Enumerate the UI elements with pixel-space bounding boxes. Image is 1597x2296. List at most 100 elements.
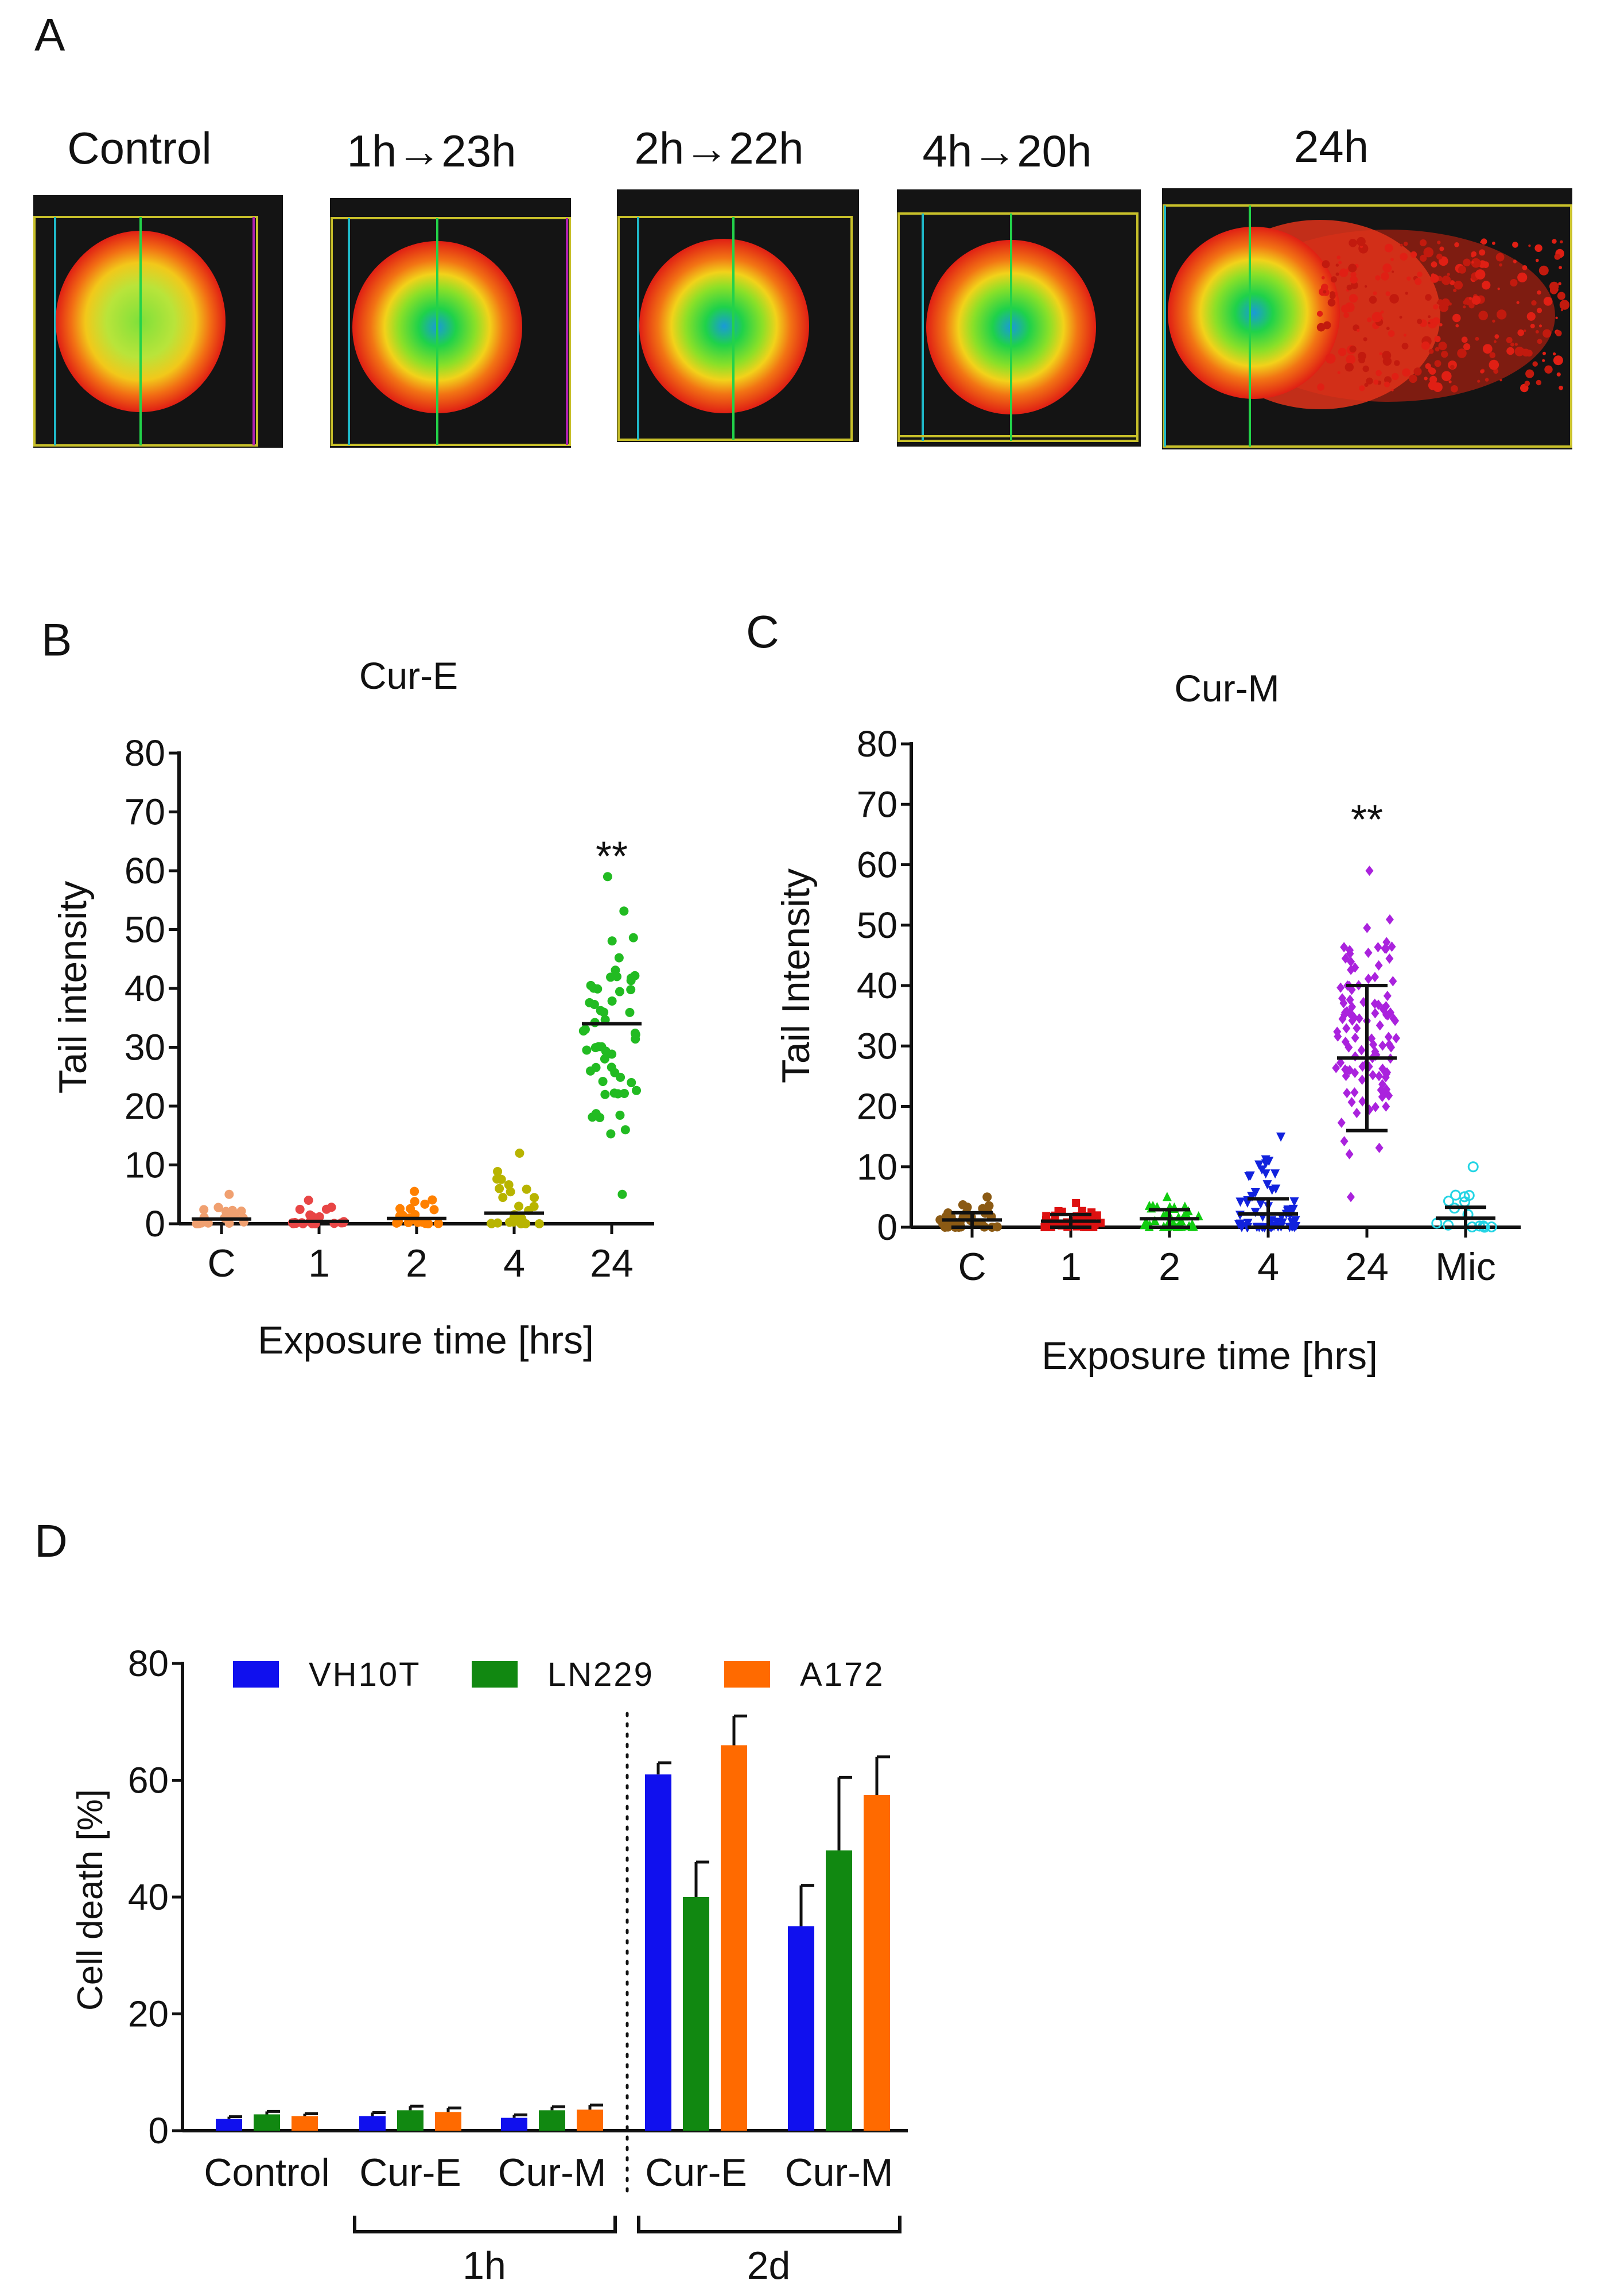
scatter-point xyxy=(1242,1198,1252,1208)
scatter-point xyxy=(578,1026,588,1036)
comet-tail-speckle-dot xyxy=(1415,278,1422,285)
comet-image-4h xyxy=(897,189,1141,447)
scatter-point xyxy=(1337,1117,1346,1128)
comet-tail-speckle-dot xyxy=(1471,261,1474,264)
comet-label-1h: 1h→23h xyxy=(347,126,516,176)
comet-tail-speckle-dot xyxy=(1424,249,1428,253)
comet-tail-speckle-dot xyxy=(1526,312,1536,321)
scatter-point xyxy=(1353,1107,1361,1118)
scatter-point xyxy=(1341,1064,1350,1075)
comet-tail-speckle-dot xyxy=(1428,315,1431,319)
scatter-point xyxy=(517,1214,527,1224)
comet-tail-speckle-dot xyxy=(1357,328,1360,332)
comet-tail-speckle-dot xyxy=(1538,265,1549,276)
scatter-point xyxy=(982,1192,992,1202)
comet-tail-speckle-dot xyxy=(1349,346,1357,353)
comet-tail-speckle-dot xyxy=(1362,365,1369,373)
comet-label-24h: 24h xyxy=(1294,121,1369,172)
comet-tail-speckle-dot xyxy=(1382,263,1392,273)
y-axis-title: Tail intensity xyxy=(51,881,95,1093)
scatter-point xyxy=(410,1186,419,1196)
comet-tail-speckle-dot xyxy=(1400,243,1403,247)
scatter-point xyxy=(607,996,617,1006)
scatter-point xyxy=(1364,974,1373,984)
comet-tail-speckle-dot xyxy=(1435,347,1440,352)
scatter-point xyxy=(1345,1007,1354,1018)
comet-tail-speckle-dot xyxy=(1441,298,1450,308)
comet-tail-speckle-dot xyxy=(1341,304,1350,313)
scatter-point xyxy=(1358,1075,1366,1085)
comet-tail-speckle-dot xyxy=(1385,291,1390,296)
scatter-point xyxy=(1267,1185,1277,1195)
y-tick-label: 80 xyxy=(857,723,897,765)
comet-tail-speckle-dot xyxy=(1431,273,1435,278)
scatter-point xyxy=(493,1166,503,1176)
scatter-point xyxy=(295,1204,305,1214)
scatter-point xyxy=(1345,1042,1353,1053)
scatter-point xyxy=(1289,1197,1299,1207)
y-tick-label: 20 xyxy=(128,1994,169,2035)
scatter-point xyxy=(1375,1142,1384,1153)
y-tick-label: 20 xyxy=(125,1085,165,1127)
comet-tail-speckle-dot xyxy=(1433,382,1443,392)
scatter-point xyxy=(1188,1221,1198,1231)
x-tick-label: Control xyxy=(204,2151,329,2194)
comet-tail-speckle-dot xyxy=(1391,389,1394,391)
significance-marker: ** xyxy=(596,833,628,879)
x-tick-label: 2 xyxy=(1159,1245,1180,1289)
scatter-point xyxy=(1378,1040,1387,1051)
comet-tail-speckle-dot xyxy=(1531,300,1537,306)
comet-tail-speckle-dot xyxy=(1319,288,1327,296)
scatter-point xyxy=(586,980,596,990)
scatter-point xyxy=(1072,1199,1081,1207)
comet-tail-speckle-dot xyxy=(1536,379,1542,386)
comet-tail-speckle-dot xyxy=(1384,243,1393,253)
scatter-point xyxy=(534,1219,544,1228)
panel-letter-d: D xyxy=(34,1515,68,1566)
chart-d-cell-death: 0 20 40 60 80 Cell death [%] Control Cur-E Cur-M… xyxy=(71,1643,908,2287)
scatter-point xyxy=(1371,972,1380,983)
comet-tail-speckle-dot xyxy=(1392,373,1399,381)
y-tick-label: 10 xyxy=(857,1146,897,1188)
legend-swatch xyxy=(724,1661,770,1688)
scatter-point xyxy=(585,998,594,1007)
scatter-point xyxy=(1338,993,1347,1004)
comet-tail-speckle-dot xyxy=(1316,323,1326,332)
scatter-point xyxy=(594,1042,604,1052)
scatter-point xyxy=(504,1180,514,1190)
comet-tail-speckle-dot xyxy=(1339,268,1349,277)
comet-tail-speckle-dot xyxy=(1410,251,1417,258)
scatter-point xyxy=(601,1046,611,1056)
comet-tail-speckle-dot xyxy=(1373,291,1377,296)
comet-tail-speckle-dot xyxy=(1555,330,1562,336)
scatter-point xyxy=(194,1219,204,1228)
legend-swatch xyxy=(472,1661,518,1688)
comet-tail-speckle-dot xyxy=(1499,379,1502,382)
scatter-point xyxy=(1276,1133,1286,1142)
scatter-point xyxy=(506,1187,515,1197)
comet-label-2h: 2h→22h xyxy=(635,123,804,173)
comet-tail-speckle-dot xyxy=(1471,258,1481,268)
scatter-point xyxy=(1350,1087,1359,1098)
bar xyxy=(826,1850,852,2131)
comet-tail-speckle-dot xyxy=(1463,258,1471,267)
comet-tail-speckle-dot xyxy=(1409,374,1417,383)
scatter-point xyxy=(1384,1031,1393,1042)
x-tick-label: 24 xyxy=(1345,1245,1389,1289)
comet-tail-speckle-dot xyxy=(1316,311,1323,317)
scatter-point xyxy=(935,1215,945,1225)
scatter-point xyxy=(1347,964,1355,975)
comet-tail-speckle-dot xyxy=(1323,290,1327,294)
comet-tail-speckle-dot xyxy=(1554,253,1561,260)
scatter-point xyxy=(1235,1197,1245,1207)
comet-tail-speckle-dot xyxy=(1468,302,1475,309)
comet-tail-speckle-dot xyxy=(1373,379,1379,385)
scatter-point xyxy=(1382,943,1390,954)
comet-tail-speckle-dot xyxy=(1438,342,1447,351)
comet-tail-speckle-dot xyxy=(1336,255,1341,259)
y-tick-label: 0 xyxy=(877,1207,897,1248)
comet-tail-speckle-dot xyxy=(1528,244,1531,247)
comet-tail-speckle-dot xyxy=(1489,352,1496,359)
y-tick-label: 60 xyxy=(857,844,897,886)
